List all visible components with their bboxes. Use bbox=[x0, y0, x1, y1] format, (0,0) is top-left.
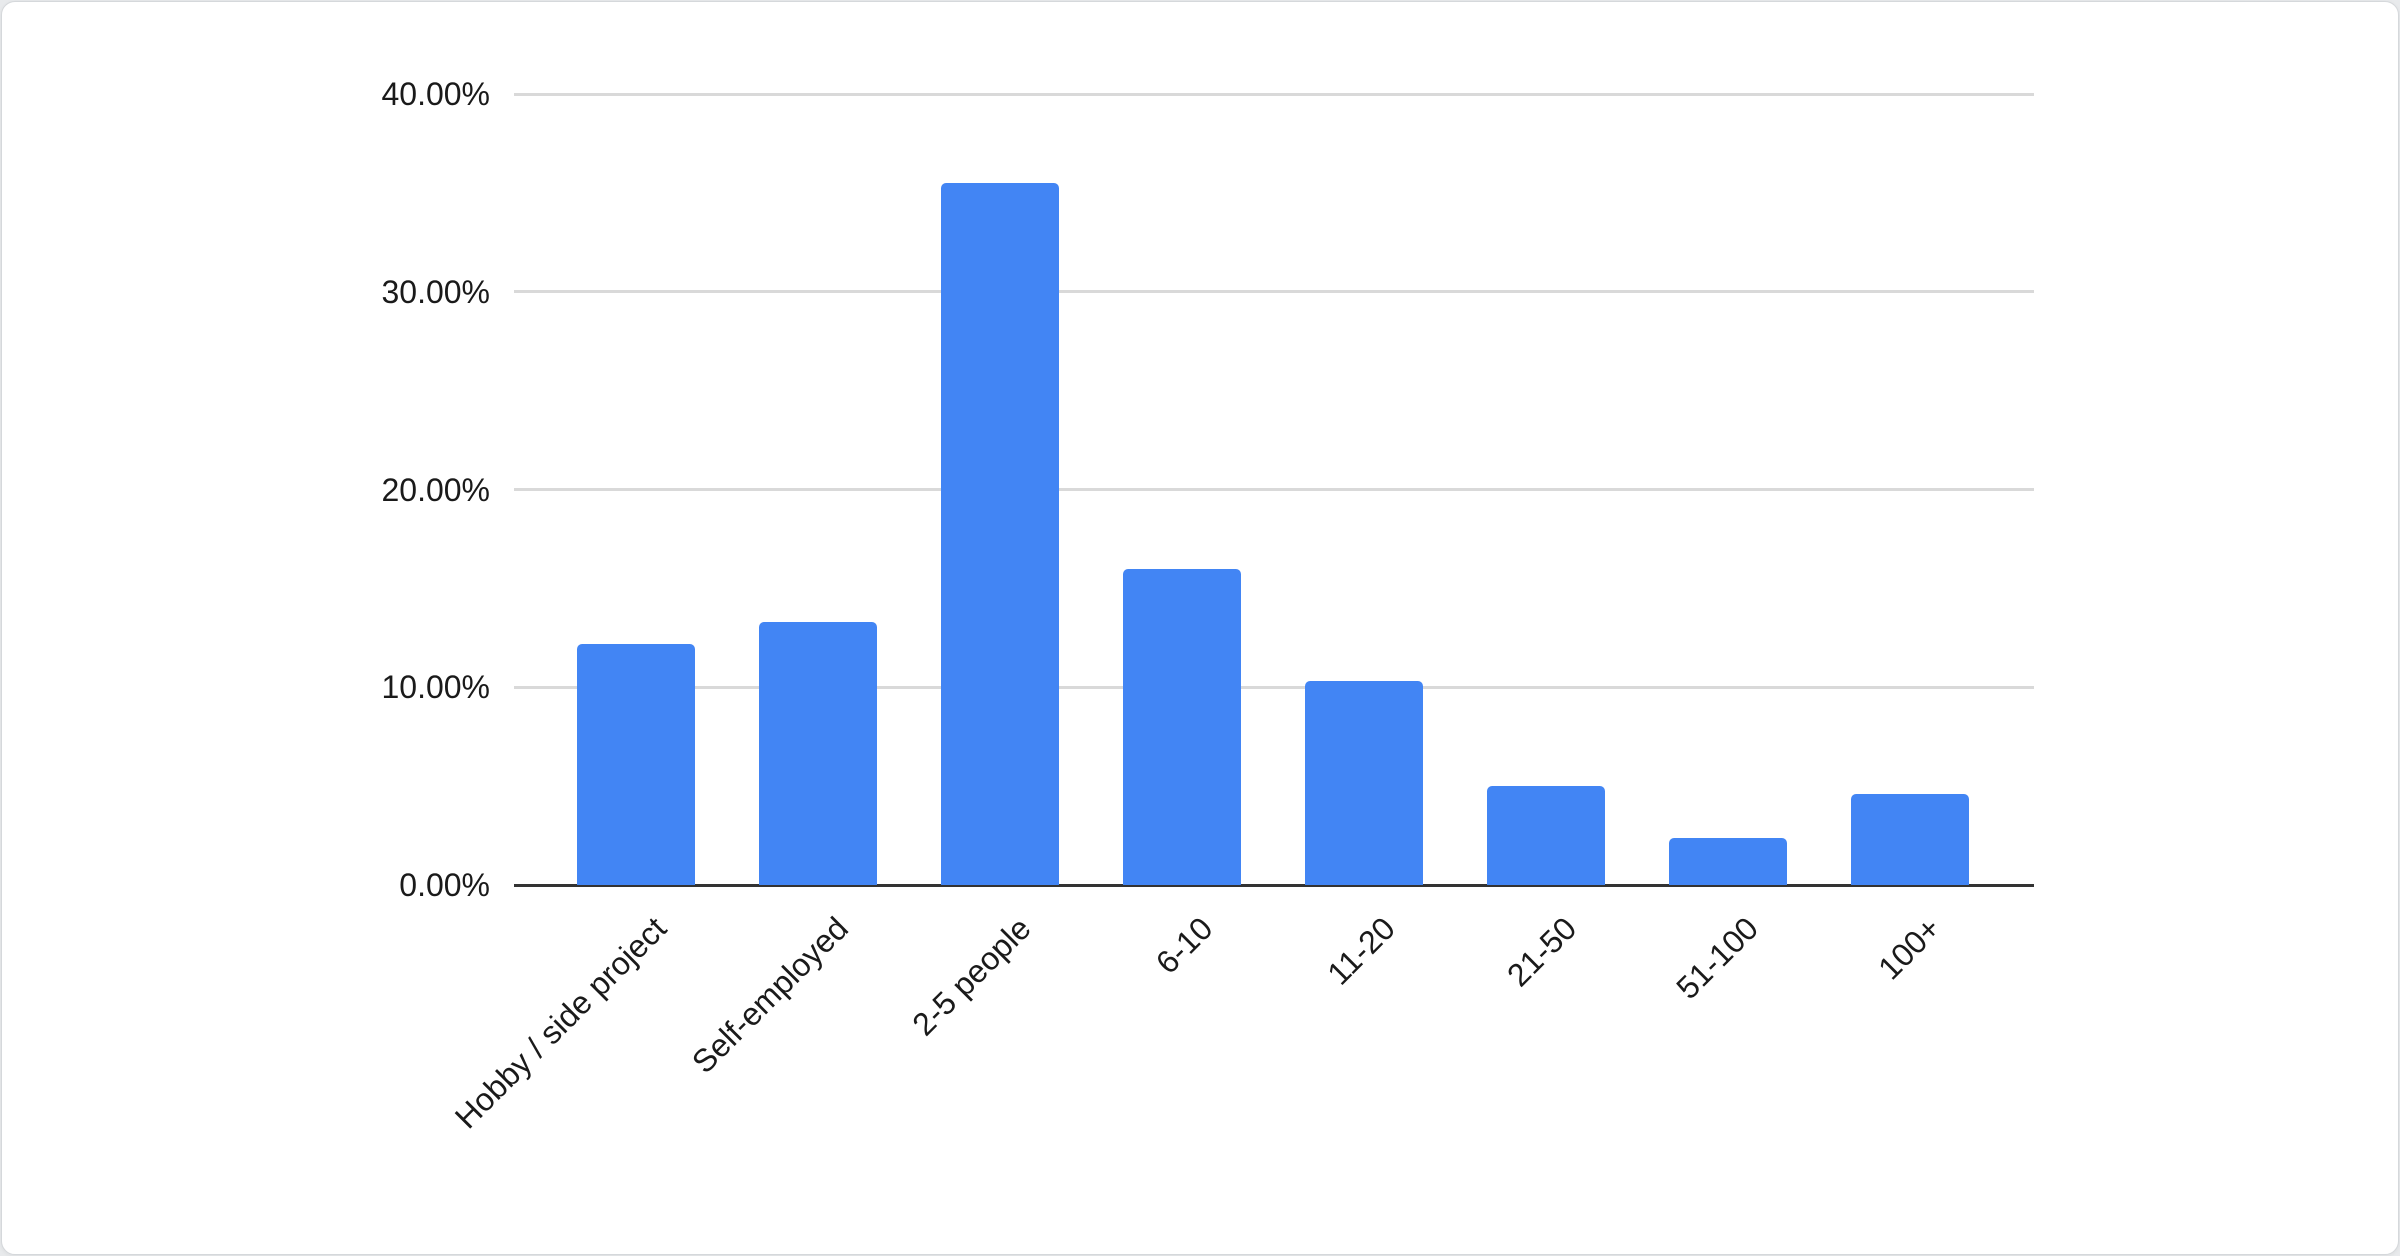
x-axis-tick-label: 51-100 bbox=[1669, 910, 1766, 1006]
bar[interactable] bbox=[1669, 837, 1787, 885]
bar[interactable] bbox=[759, 621, 877, 885]
x-axis-tick-label: 100+ bbox=[1871, 910, 1948, 987]
y-axis-tick-label: 10.00% bbox=[381, 669, 490, 706]
x-axis-tick-label: 21-50 bbox=[1500, 910, 1584, 994]
bar[interactable] bbox=[1123, 568, 1241, 885]
y-axis-tick-label: 0.00% bbox=[399, 867, 490, 903]
y-axis-tick-label: 40.00% bbox=[381, 76, 490, 112]
gridline bbox=[514, 488, 2034, 491]
x-axis-tick-label: Hobby / side project bbox=[448, 910, 674, 1136]
x-axis-tick-label: 2-5 people bbox=[905, 910, 1038, 1043]
bar[interactable] bbox=[1305, 681, 1423, 885]
x-axis-tick-label: 11-20 bbox=[1319, 910, 1402, 992]
bar[interactable] bbox=[1851, 794, 1969, 885]
y-axis-tick-label: 20.00% bbox=[381, 471, 490, 508]
bar[interactable] bbox=[941, 182, 1059, 885]
gridline bbox=[514, 685, 2034, 689]
x-axis-line bbox=[514, 883, 2034, 887]
gridline bbox=[514, 92, 2034, 96]
bar[interactable] bbox=[1487, 786, 1605, 885]
x-axis-tick-label: Self-employed bbox=[685, 910, 856, 1081]
x-axis-tick-label: 6-10 bbox=[1148, 910, 1220, 981]
y-axis-tick-label: 30.00% bbox=[381, 273, 490, 310]
bar[interactable] bbox=[577, 643, 695, 885]
gridline bbox=[514, 290, 2034, 294]
